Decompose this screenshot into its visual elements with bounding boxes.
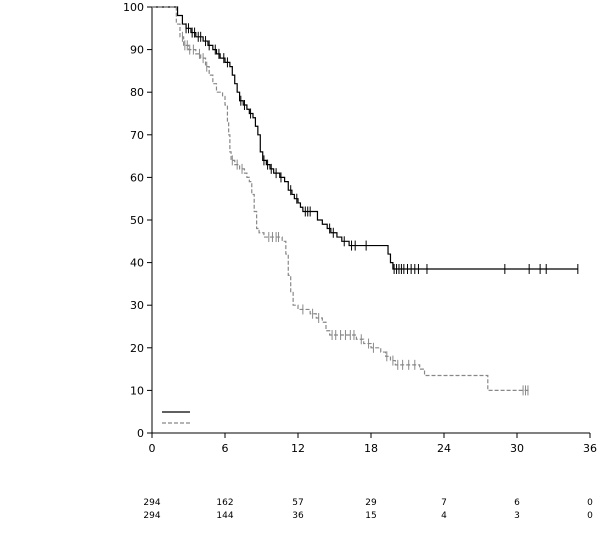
at-risk-value: 0: [587, 511, 593, 521]
x-tick-label: 6: [222, 442, 229, 455]
x-tick-label: 36: [583, 442, 597, 455]
at-risk-value: 294: [143, 511, 160, 521]
at-risk-value: 15: [365, 511, 376, 521]
y-tick-label: 50: [130, 214, 144, 227]
y-tick-label: 20: [130, 342, 144, 355]
axes: 0 10 20 30 40 50 60 70 80 90 100 0 6 12 18 24 30 36: [123, 1, 597, 455]
y-tick-label: 10: [130, 384, 144, 397]
x-tick-label: 12: [291, 442, 305, 455]
x-tick-label: 0: [149, 442, 156, 455]
y-tick-label: 90: [130, 44, 144, 57]
at-risk-value: 162: [216, 498, 233, 508]
y-tick-label: 0: [137, 427, 144, 440]
legend: [162, 411, 190, 424]
at-risk-value: 144: [216, 511, 233, 521]
y-tick-label: 30: [130, 299, 144, 312]
y-tick-label: 100: [123, 1, 144, 14]
at-risk-value: 6: [514, 498, 520, 508]
x-tick-label: 30: [510, 442, 524, 455]
y-tick-label: 70: [130, 129, 144, 142]
series-1-curve: [152, 6, 578, 270]
at-risk-value: 36: [292, 511, 304, 521]
y-tick-label: 80: [130, 86, 144, 99]
x-tick-label: 24: [437, 442, 451, 455]
at-risk-value: 7: [441, 498, 447, 508]
at-risk-value: 4: [441, 511, 447, 521]
x-tick-label: 18: [364, 442, 378, 455]
y-tick-label: 40: [130, 257, 144, 270]
at-risk-value: 57: [292, 498, 303, 508]
series-2-curve: [152, 6, 530, 391]
at-risk-value: 29: [365, 498, 377, 508]
series-layer: [152, 6, 579, 396]
at-risk-value: 3: [514, 511, 520, 521]
at-risk-value: 0: [587, 498, 593, 508]
y-tick-label: 60: [130, 171, 144, 184]
risk-table: 294 162 57 29 7 6 0 294 144 36 15 4 3 0: [143, 498, 593, 521]
at-risk-value: 294: [143, 498, 160, 508]
